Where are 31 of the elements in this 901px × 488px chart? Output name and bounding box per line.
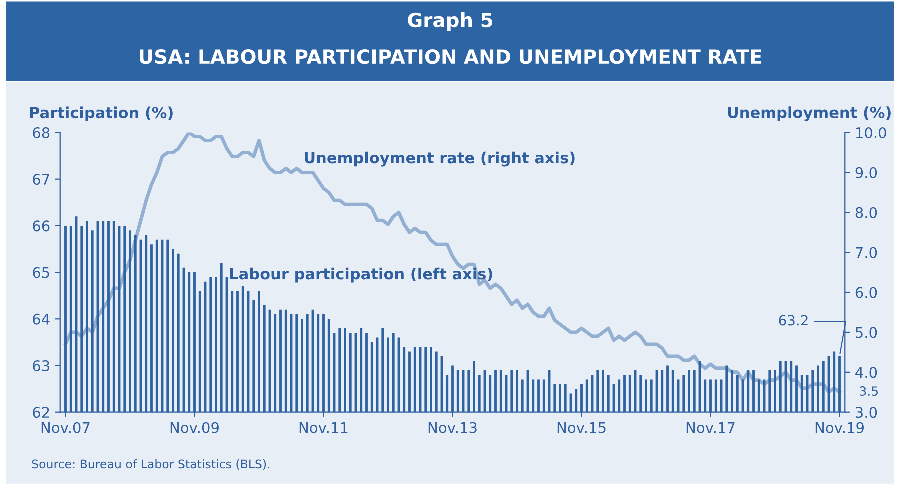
y2-tick-label: 10.0: [856, 127, 886, 138]
y2-tick-label: 9.0: [856, 167, 878, 178]
y-tick-label: 64: [33, 314, 50, 325]
y-tick-label: 68: [33, 127, 50, 138]
data-label: 3.5: [860, 386, 878, 396]
y-tick-label: 63: [33, 360, 50, 372]
data-label: 63.2: [779, 315, 808, 326]
chart-subtitle: USA: LABOUR PARTICIPATION AND UNEMPLOYMENT RATE: [140, 49, 762, 64]
y2-tick-label: 3.0: [856, 407, 878, 418]
y-tick-label: 67: [33, 174, 50, 186]
x-tick-label: Nov.07: [42, 422, 90, 434]
y-axis-title: Participation (%): [30, 106, 173, 122]
y2-tick-label: 7.0: [856, 247, 878, 258]
y-tick-label: 66: [33, 220, 50, 232]
series-label: Labour participation (left axis): [230, 268, 492, 283]
x-tick-label: Nov.13: [428, 422, 477, 434]
x-tick-label: Nov.15: [558, 422, 606, 434]
y2-tick-label: 6.0: [856, 287, 878, 298]
source-note: Source: Bureau of Labor Statistics (BLS).: [32, 460, 270, 470]
y-tick-label: 62: [33, 407, 50, 418]
y2-axis-title: Unemployment (%): [728, 106, 891, 122]
y2-tick-label: 5.0: [856, 327, 878, 338]
chart-title: Graph 5: [408, 12, 493, 32]
x-tick-label: Nov.11: [300, 422, 348, 434]
series-label: Unemployment rate (right axis): [305, 152, 575, 167]
x-tick-label: Nov.09: [170, 422, 219, 434]
y2-tick-label: 4.0: [856, 367, 878, 378]
y2-tick-label: 8.0: [856, 207, 878, 218]
y-tick-label: 65: [33, 267, 50, 278]
x-tick-label: Nov.17: [686, 422, 735, 434]
x-tick-label: Nov.19: [816, 422, 864, 434]
